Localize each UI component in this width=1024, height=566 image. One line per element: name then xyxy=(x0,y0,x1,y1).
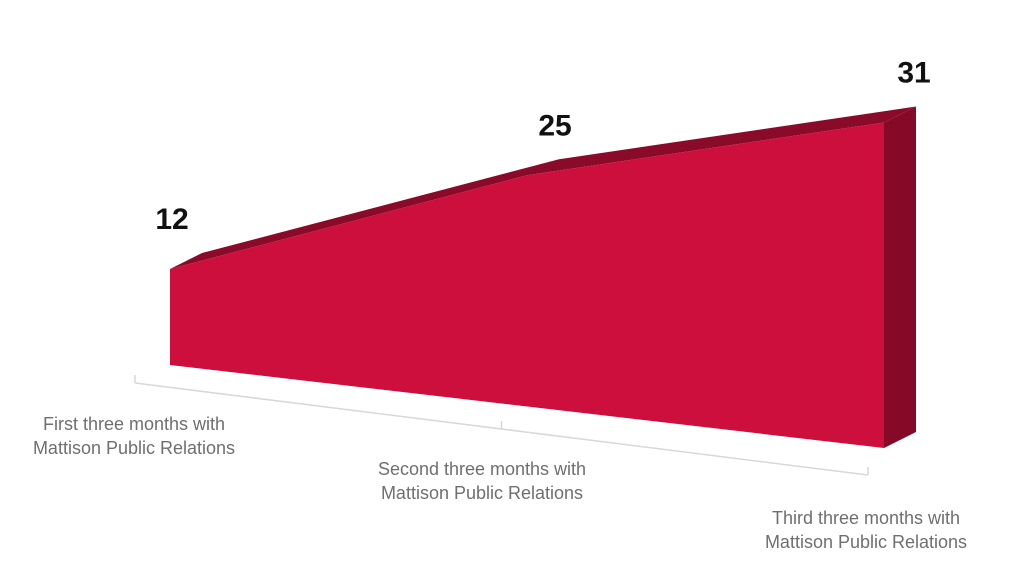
area-top-face xyxy=(170,106,916,269)
category-label-line: Second three months with xyxy=(378,459,586,479)
x-axis xyxy=(134,375,869,476)
series-area xyxy=(170,106,916,448)
data-label-1: 12 xyxy=(155,203,188,236)
data-label-3: 31 xyxy=(897,57,930,90)
category-label-line: First three months with xyxy=(43,414,225,434)
category-label-line: Third three months with xyxy=(772,508,960,528)
category-label-line: Mattison Public Relations xyxy=(765,532,967,552)
area-front-face xyxy=(170,122,884,448)
data-label-2: 25 xyxy=(538,109,571,142)
category-labels: First three months with Mattison Public R… xyxy=(33,414,967,552)
category-label-3: Third three months with Mattison Public R… xyxy=(765,508,967,552)
category-label-1: First three months with Mattison Public R… xyxy=(33,414,235,458)
data-labels: 12 25 31 xyxy=(155,57,930,237)
category-label-2: Second three months with Mattison Public … xyxy=(378,459,586,503)
area-side-face xyxy=(884,106,916,448)
category-label-line: Mattison Public Relations xyxy=(381,483,583,503)
category-label-line: Mattison Public Relations xyxy=(33,438,235,458)
